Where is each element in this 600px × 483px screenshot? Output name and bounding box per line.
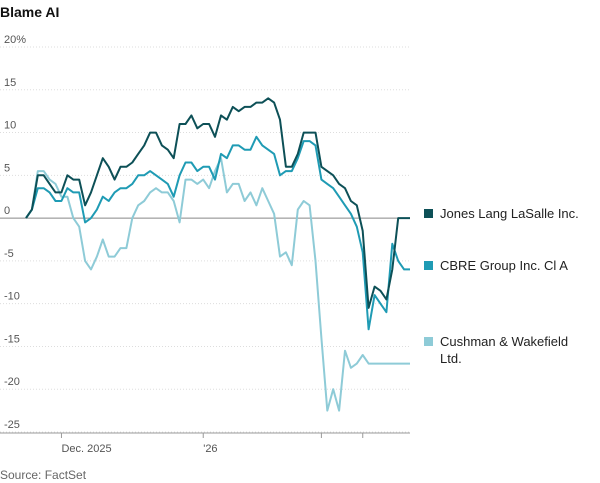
legend-label: Ltd. [440, 351, 462, 366]
x-tick-label: Dec. 2025 [61, 443, 111, 455]
y-tick-label: 20% [4, 34, 26, 46]
y-tick-label: -25 [4, 419, 20, 431]
chart-title: Blame AI [0, 4, 60, 20]
legend-swatch [424, 209, 433, 218]
y-tick-label: 5 [4, 162, 10, 174]
y-axis-ticks: 20% 15 10 5 0 -5 -10 -15 -20 -25 [4, 34, 26, 431]
y-tick-label: 0 [4, 205, 10, 217]
series-lines [25, 97, 410, 412]
y-tick-label: -15 [4, 333, 20, 345]
series-line-0 [25, 97, 410, 309]
legend: Jones Lang LaSalle Inc. CBRE Group Inc. C… [424, 206, 579, 366]
y-tick-label: -20 [4, 376, 20, 388]
legend-swatch [424, 337, 433, 346]
source-note: Source: FactSet [0, 468, 87, 482]
x-tick-label: '26 [203, 443, 217, 455]
series-line-1 [25, 135, 410, 331]
legend-label: CBRE Group Inc. Cl A [440, 258, 568, 273]
legend-swatch [424, 261, 433, 270]
gridlines [0, 46, 410, 433]
y-tick-label: 15 [4, 77, 16, 89]
legend-label: Cushman & Wakefield [440, 334, 568, 349]
legend-label: Jones Lang LaSalle Inc. [440, 206, 579, 221]
y-tick-label: -5 [4, 248, 14, 260]
y-tick-label: 10 [4, 120, 16, 132]
y-tick-label: -10 [4, 291, 20, 303]
x-axis-ticks: Dec. 2025 '26 [0, 432, 410, 455]
